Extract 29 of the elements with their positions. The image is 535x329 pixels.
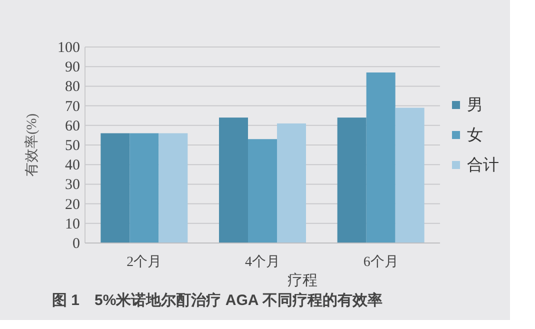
x-tick-label: 2个月 (126, 254, 162, 270)
y-tick-label: 20 (65, 196, 80, 213)
y-tick-label: 60 (65, 118, 80, 134)
bar (100, 133, 130, 243)
y-tick-label: 0 (72, 236, 80, 252)
y-axis-title: 有效率(%) (24, 113, 40, 176)
y-tick-label: 100 (58, 40, 80, 56)
bar (395, 108, 424, 243)
bar (337, 118, 366, 243)
y-tick-label: 10 (65, 216, 80, 232)
x-tick-label: 4个月 (245, 254, 280, 270)
y-tick-label: 30 (65, 177, 80, 194)
bar (158, 133, 188, 243)
y-tick-label: 40 (65, 158, 80, 174)
x-axis-title: 疗程 (288, 272, 318, 289)
y-tick-label: 50 (65, 138, 80, 154)
legend-label: 女 (467, 127, 483, 144)
y-tick-label: 80 (65, 79, 80, 96)
bar (277, 123, 306, 243)
bar (366, 72, 396, 243)
legend-label: 男 (467, 97, 483, 114)
x-tick-label: 6个月 (363, 254, 398, 270)
bar (219, 118, 248, 243)
y-tick-label: 90 (65, 60, 80, 76)
bar (130, 133, 159, 243)
bar (248, 139, 277, 243)
text: 图 1 5%米诺地尔酊治疗 AGA 不同疗程的有效率 (52, 291, 382, 309)
y-tick-label: 70 (65, 98, 80, 115)
legend-label: 合计 (467, 156, 499, 174)
